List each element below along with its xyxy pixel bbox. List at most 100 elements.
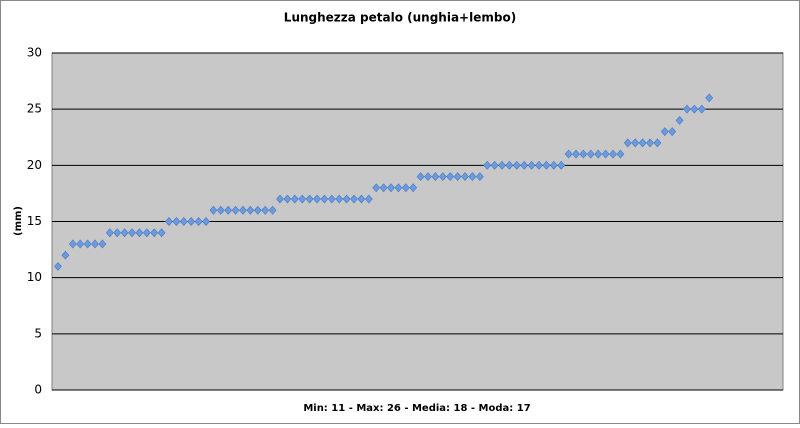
point xyxy=(83,239,92,249)
point xyxy=(357,194,366,204)
point xyxy=(623,138,632,148)
point xyxy=(68,239,77,249)
point xyxy=(253,205,262,215)
point xyxy=(394,183,403,193)
point xyxy=(261,205,270,215)
point xyxy=(216,205,225,215)
point xyxy=(586,149,595,159)
point xyxy=(142,228,151,238)
y-tick-label: 10 xyxy=(27,270,42,284)
point xyxy=(342,194,351,204)
point xyxy=(535,160,543,170)
y-tick-label: 20 xyxy=(27,158,42,172)
point xyxy=(401,183,410,193)
point xyxy=(239,205,247,215)
point xyxy=(98,239,107,249)
point xyxy=(364,194,373,204)
x-axis-label: Min: 11 - Max: 26 - Media: 18 - Moda: 17 xyxy=(303,403,530,414)
point xyxy=(61,250,70,260)
point xyxy=(276,194,284,204)
point xyxy=(313,194,321,204)
point xyxy=(290,194,299,204)
point xyxy=(298,194,307,204)
point xyxy=(416,172,425,182)
point xyxy=(209,205,218,215)
point xyxy=(520,160,529,170)
point xyxy=(475,172,484,182)
point xyxy=(305,194,314,204)
y-tick-label: 25 xyxy=(27,102,42,116)
point xyxy=(387,183,395,193)
point xyxy=(224,205,233,215)
point xyxy=(202,217,210,226)
point xyxy=(697,104,706,114)
point xyxy=(646,138,654,148)
point xyxy=(424,172,432,182)
point xyxy=(187,217,196,226)
point xyxy=(372,183,381,193)
point xyxy=(527,160,536,170)
point xyxy=(231,205,240,215)
point xyxy=(438,172,447,182)
point xyxy=(653,138,662,148)
y-tick-label: 0 xyxy=(34,383,42,397)
point xyxy=(409,183,418,193)
point xyxy=(135,228,144,238)
point xyxy=(350,194,358,204)
point xyxy=(601,149,610,159)
point xyxy=(327,194,336,204)
point xyxy=(128,228,136,238)
chart-title: Lunghezza petalo (unghia+lembo) xyxy=(284,11,516,25)
point xyxy=(172,217,181,226)
point xyxy=(557,160,566,170)
point xyxy=(105,228,114,238)
point xyxy=(542,160,551,170)
point xyxy=(660,127,669,137)
point xyxy=(564,149,573,159)
point xyxy=(379,183,388,193)
point xyxy=(594,149,603,159)
point xyxy=(498,160,506,170)
point xyxy=(453,172,462,182)
point xyxy=(616,149,625,159)
point xyxy=(549,160,558,170)
point xyxy=(194,217,203,226)
point xyxy=(179,217,188,226)
point xyxy=(579,149,588,159)
y-tick-label: 15 xyxy=(27,214,42,228)
point xyxy=(165,217,173,226)
point xyxy=(572,149,580,159)
point xyxy=(631,138,640,148)
point xyxy=(690,104,699,114)
point xyxy=(120,228,129,238)
point xyxy=(638,138,647,148)
point xyxy=(490,160,499,170)
point xyxy=(675,115,684,125)
point xyxy=(283,194,292,204)
y-tick-label: 30 xyxy=(27,46,42,60)
point xyxy=(157,228,166,238)
point xyxy=(483,160,492,170)
y-tick-label: 5 xyxy=(34,326,42,340)
point xyxy=(468,172,477,182)
y-axis-label: (mm) xyxy=(13,206,24,236)
point xyxy=(246,205,255,215)
point xyxy=(461,172,469,182)
point xyxy=(609,149,617,159)
point xyxy=(113,228,122,238)
point xyxy=(505,160,514,170)
point xyxy=(512,160,521,170)
point xyxy=(683,104,691,114)
point xyxy=(91,239,99,249)
point xyxy=(335,194,344,204)
point xyxy=(431,172,440,182)
point xyxy=(320,194,329,204)
point xyxy=(150,228,159,238)
point xyxy=(446,172,455,182)
point xyxy=(268,205,277,215)
point xyxy=(705,93,714,103)
point xyxy=(76,239,85,249)
point xyxy=(54,261,62,271)
point xyxy=(668,127,677,137)
